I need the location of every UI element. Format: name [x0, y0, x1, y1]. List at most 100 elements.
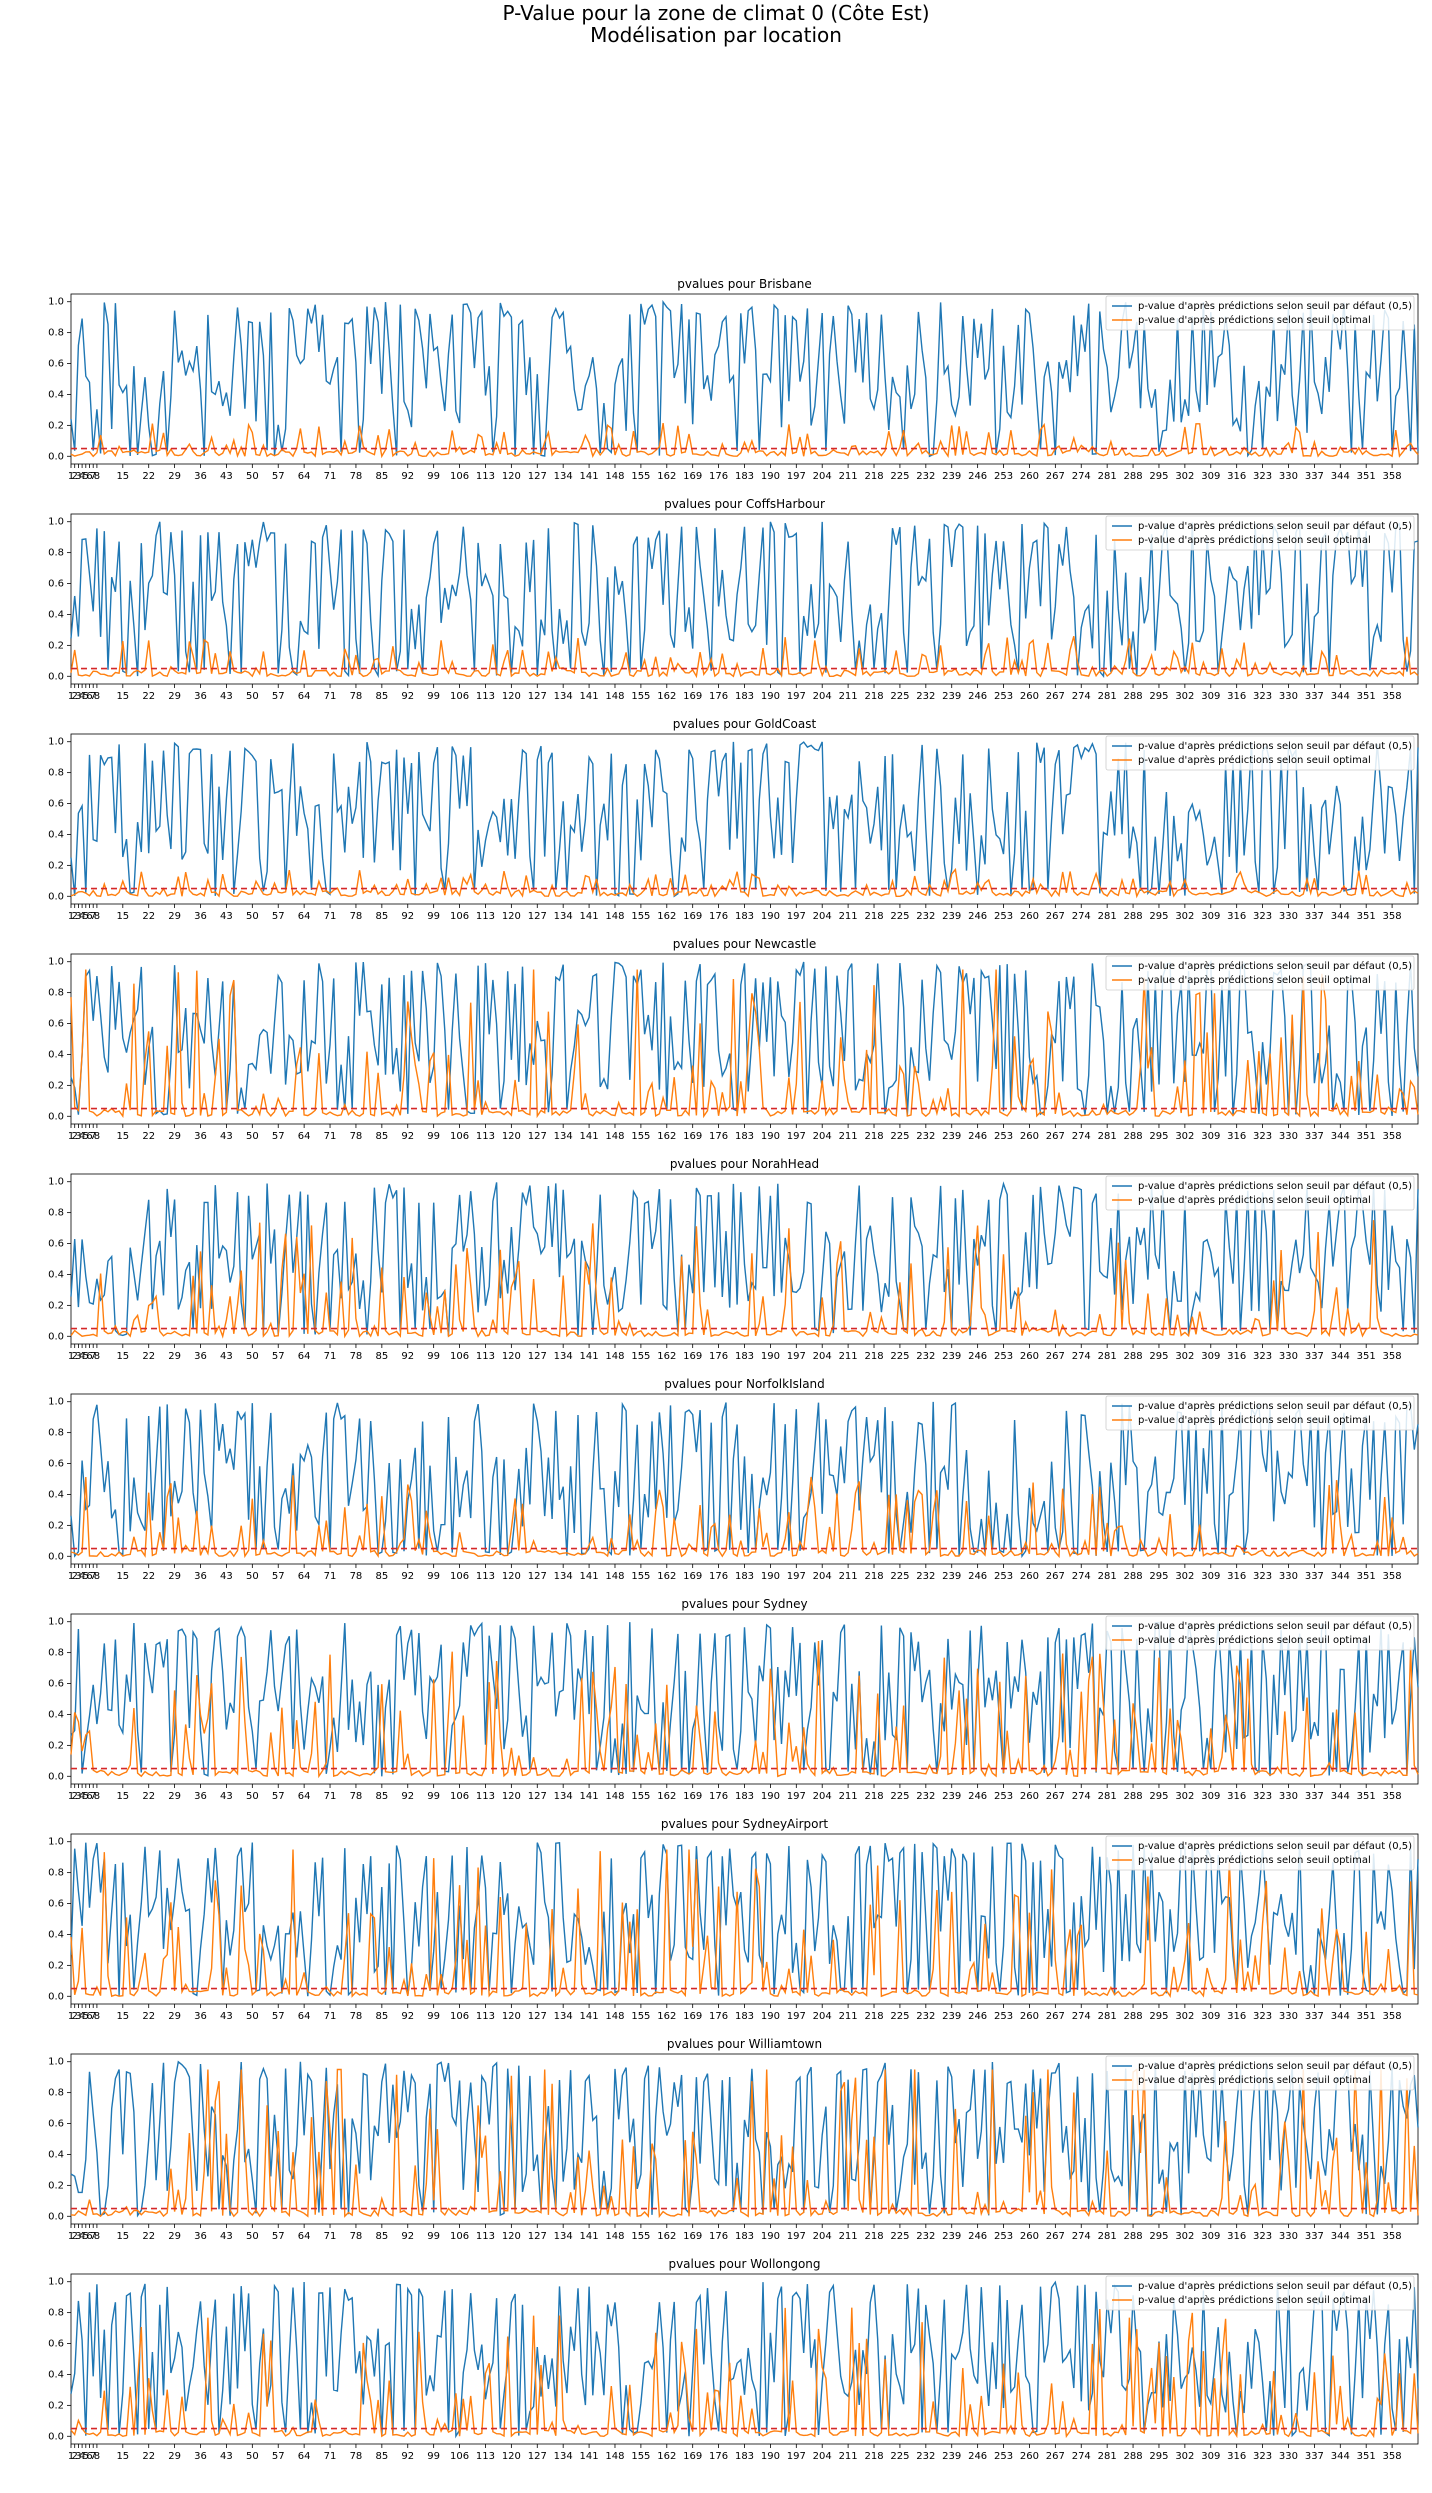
x-tick-label: 295 [1149, 2451, 1168, 2462]
x-tick-label: 50 [246, 2011, 259, 2022]
x-tick-label: 225 [890, 471, 909, 482]
x-tick-label: 176 [709, 2231, 728, 2242]
x-tick-label: 85 [375, 2011, 388, 2022]
figure-title-line1: P-Value pour la zone de climat 0 (Côte E… [502, 1, 930, 25]
x-tick-label: 8 [94, 471, 100, 482]
x-tick-label: 344 [1331, 2231, 1350, 2242]
x-tick-label: 274 [1072, 691, 1091, 702]
x-tick-label: 22 [142, 2011, 155, 2022]
x-tick-label: 71 [324, 2011, 337, 2022]
x-tick-label: 239 [942, 1351, 961, 1362]
x-tick-label: 246 [968, 1571, 987, 1582]
x-tick-label: 5 [83, 1791, 89, 1802]
x-tick-label: 232 [916, 2011, 935, 2022]
legend: p-value d'après prédictions selon seuil … [1105, 955, 1415, 991]
x-tick-label: 323 [1253, 2231, 1272, 2242]
x-tick-label: 288 [1124, 2231, 1143, 2242]
x-tick-label: 330 [1279, 2011, 1298, 2022]
legend: p-value d'après prédictions selon seuil … [1105, 1615, 1415, 1651]
x-tick-label: 211 [839, 2451, 858, 2462]
x-tick-label: 155 [631, 1571, 650, 1582]
x-tick-label: 50 [246, 1791, 259, 1802]
x-tick-label: 218 [864, 471, 883, 482]
x-tick-label: 15 [116, 1571, 129, 1582]
x-tick-label: 7 [90, 691, 96, 702]
x-tick-label: 288 [1124, 1131, 1143, 1142]
x-tick-label: 134 [554, 1131, 573, 1142]
x-tick-label: 232 [916, 2231, 935, 2242]
x-tick-label: 218 [864, 2011, 883, 2022]
x-tick-label: 155 [631, 1351, 650, 1362]
x-tick-label: 50 [246, 2451, 259, 2462]
x-tick-label: 169 [683, 1131, 702, 1142]
x-tick-label: 57 [272, 471, 285, 482]
x-tick-label: 337 [1305, 691, 1324, 702]
y-tick-label: 0.8 [48, 2088, 64, 2099]
x-tick-label: 267 [1046, 471, 1065, 482]
x-tick-label: 1 [68, 691, 74, 702]
x-tick-label: 50 [246, 1351, 259, 1362]
x-tick-label: 113 [476, 691, 495, 702]
x-tick-label: 78 [350, 691, 363, 702]
x-tick-label: 211 [839, 1791, 858, 1802]
x-tick-label: 274 [1072, 2451, 1091, 2462]
x-tick-label: 1 [68, 1351, 74, 1362]
x-tick-label: 197 [787, 1571, 806, 1582]
x-tick-label: 281 [1098, 1131, 1117, 1142]
x-tick-label: 64 [298, 1351, 311, 1362]
subplot-title: pvalues pour Newcastle [673, 937, 817, 951]
x-tick-label: 134 [554, 1791, 573, 1802]
x-tick-label: 267 [1046, 2011, 1065, 2022]
x-tick-label: 120 [502, 1351, 521, 1362]
x-tick-label: 2 [72, 691, 78, 702]
x-tick-label: 71 [324, 911, 337, 922]
x-tick-label: 260 [1020, 2231, 1039, 2242]
x-tick-label: 92 [401, 471, 414, 482]
x-tick-label: 64 [298, 1791, 311, 1802]
x-tick-label: 64 [298, 1571, 311, 1582]
x-tick-label: 7 [90, 911, 96, 922]
x-tick-label: 239 [942, 471, 961, 482]
x-tick-label: 225 [890, 2451, 909, 2462]
x-tick-label: 78 [350, 1791, 363, 1802]
x-tick-label: 204 [813, 2451, 832, 2462]
x-tick-label: 15 [116, 691, 129, 702]
x-tick-label: 141 [580, 1351, 599, 1362]
x-tick-label: 267 [1046, 1351, 1065, 1362]
x-tick-label: 204 [813, 2231, 832, 2242]
x-tick-label: 92 [401, 1791, 414, 1802]
x-tick-label: 4 [79, 911, 85, 922]
x-tick-label: 197 [787, 1791, 806, 1802]
x-tick-label: 162 [657, 1131, 676, 1142]
y-tick-label: 0.4 [48, 2149, 64, 2160]
x-tick-label: 218 [864, 1351, 883, 1362]
x-tick-label: 106 [450, 691, 469, 702]
x-tick-label: 85 [375, 471, 388, 482]
x-tick-label: 281 [1098, 691, 1117, 702]
x-tick-label: 71 [324, 2231, 337, 2242]
x-tick-label: 57 [272, 1571, 285, 1582]
x-tick-label: 106 [450, 911, 469, 922]
x-tick-label: 5 [83, 1571, 89, 1582]
x-tick-label: 267 [1046, 1131, 1065, 1142]
x-tick-label: 176 [709, 1571, 728, 1582]
x-tick-label: 309 [1201, 691, 1220, 702]
legend-label: p-value d'après prédictions selon seuil … [1138, 534, 1371, 546]
x-tick-label: 162 [657, 2231, 676, 2242]
x-tick-label: 316 [1227, 1791, 1246, 1802]
x-tick-label: 127 [528, 691, 547, 702]
x-tick-label: 36 [194, 2451, 207, 2462]
x-tick-label: 225 [890, 1791, 909, 1802]
x-tick-label: 4 [79, 471, 85, 482]
y-tick-label: 0.2 [48, 1740, 64, 1751]
x-tick-label: 358 [1383, 471, 1402, 482]
x-tick-label: 29 [168, 2011, 181, 2022]
x-tick-label: 260 [1020, 1571, 1039, 1582]
x-tick-label: 218 [864, 2451, 883, 2462]
x-tick-label: 4 [79, 2011, 85, 2022]
x-tick-label: 239 [942, 2011, 961, 2022]
x-tick-label: 274 [1072, 2231, 1091, 2242]
y-tick-label: 1.0 [48, 297, 64, 308]
legend-label: p-value d'après prédictions selon seuil … [1138, 740, 1412, 752]
x-tick-label: 358 [1383, 2451, 1402, 2462]
